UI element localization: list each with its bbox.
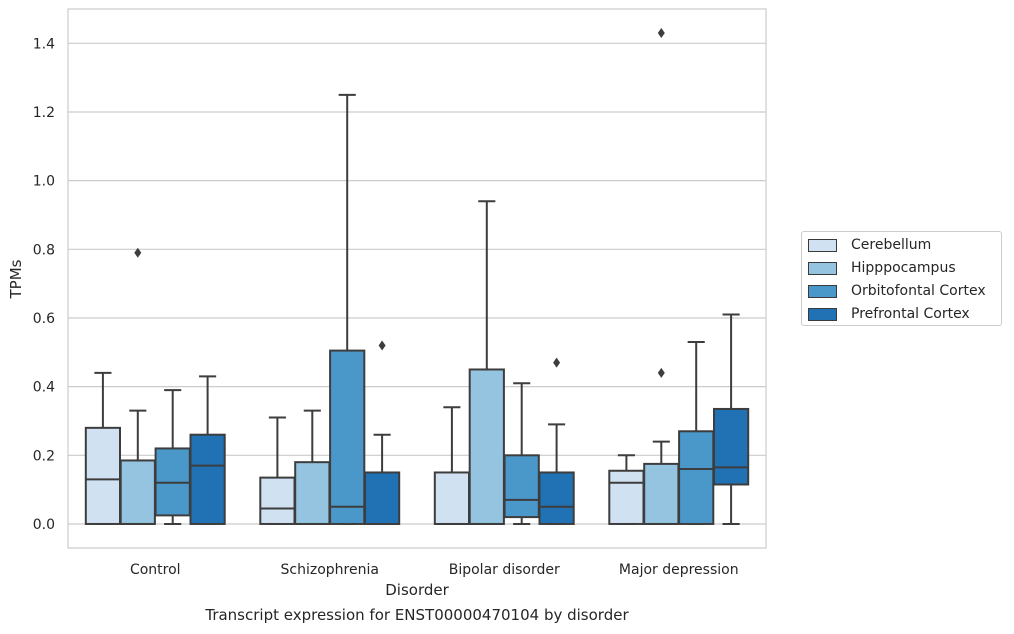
y-tick-labels: 0.0 0.2 0.4 0.6 0.8 1.0 1.2 1.4	[33, 36, 55, 533]
box-body	[678, 430, 715, 525]
x-tick-label: Bipolar disorder	[449, 562, 560, 578]
y-tick-label: 1.2	[33, 105, 55, 121]
box	[329, 93, 366, 525]
x-axis-label: Disorder	[385, 581, 449, 599]
y-tick-label: 1.4	[33, 36, 55, 52]
box	[433, 406, 471, 525]
box	[84, 371, 122, 525]
x-tick-label: Schizophrenia	[281, 562, 379, 578]
legend-item-cerebellum: Cerebellum	[808, 235, 931, 255]
box-body	[643, 462, 680, 525]
legend-item-orbitofrontal-cortex: Orbitofontal Cortex	[808, 281, 986, 301]
box	[538, 357, 575, 525]
outlier-point	[553, 357, 561, 368]
box-body	[294, 461, 331, 525]
box	[154, 389, 191, 525]
outlier-point	[378, 340, 386, 351]
legend-swatch-hippocampus	[808, 261, 837, 275]
box-body	[259, 476, 296, 525]
box	[119, 247, 156, 525]
box	[608, 454, 645, 525]
y-tick-label: 0.8	[33, 242, 55, 258]
box-body	[189, 433, 226, 525]
legend: Cerebellum Hipppocampus Orbitofontal Cor…	[801, 231, 1002, 326]
box	[259, 416, 296, 525]
box-body	[538, 471, 575, 525]
y-axis-label: TPMs	[7, 259, 25, 299]
box	[363, 340, 401, 525]
legend-label-prefrontal-cortex: Prefrontal Cortex	[851, 306, 970, 322]
box-body	[608, 469, 645, 525]
box-body	[503, 454, 540, 519]
outlier-point	[657, 28, 665, 39]
box-body	[468, 368, 505, 525]
box	[468, 200, 505, 525]
legend-swatch-orbitofrontal-cortex	[808, 284, 837, 298]
box	[503, 382, 540, 525]
box-body	[329, 349, 366, 525]
y-tick-label: 1.0	[33, 174, 55, 190]
box-body	[433, 471, 471, 525]
x-tick-label: Major depression	[619, 562, 739, 578]
x-tick-labels: Control Schizophrenia Bipolar disorder Majo…	[130, 562, 739, 578]
legend-item-hippocampus: Hipppocampus	[808, 258, 956, 278]
box	[643, 28, 680, 525]
box-body	[119, 459, 156, 525]
plot-frame	[67, 8, 767, 549]
box-body	[712, 407, 750, 486]
y-tick-label: 0.4	[33, 380, 55, 396]
box-body	[84, 426, 122, 525]
box-series	[84, 28, 750, 525]
legend-label-cerebellum: Cerebellum	[851, 237, 932, 253]
x-tick-label: Control	[130, 562, 181, 578]
legend-item-prefrontal-cortex: Prefrontal Cortex	[808, 304, 970, 324]
y-tick-label: 0.6	[33, 311, 55, 327]
box	[294, 409, 331, 525]
box	[189, 375, 226, 525]
legend-label-orbitofrontal-cortex: Orbitofontal Cortex	[851, 283, 986, 299]
legend-swatch-cerebellum	[808, 238, 837, 252]
legend-label-hippocampus: Hipppocampus	[851, 260, 956, 276]
legend-swatch-prefrontal-cortex	[808, 307, 837, 321]
box	[678, 341, 715, 525]
y-tick-label: 0.0	[33, 517, 55, 533]
outlier-point	[657, 367, 665, 378]
box	[712, 313, 750, 525]
box-body	[363, 471, 401, 525]
chart-caption: Transcript expression for ENST0000047010…	[205, 606, 629, 624]
y-tick-label: 0.2	[33, 448, 55, 464]
outlier-point	[134, 247, 142, 258]
